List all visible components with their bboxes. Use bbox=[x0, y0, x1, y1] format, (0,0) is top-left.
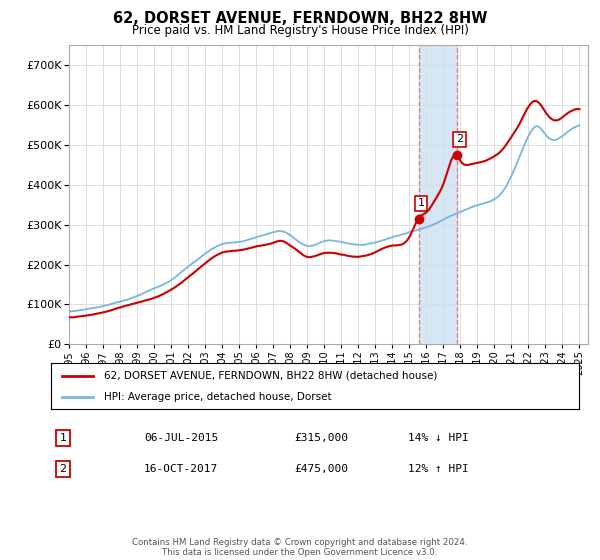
Text: 12% ↑ HPI: 12% ↑ HPI bbox=[408, 464, 469, 474]
Text: Price paid vs. HM Land Registry's House Price Index (HPI): Price paid vs. HM Land Registry's House … bbox=[131, 24, 469, 36]
Text: 1: 1 bbox=[59, 433, 67, 443]
Text: 06-JUL-2015: 06-JUL-2015 bbox=[144, 433, 218, 443]
Text: £475,000: £475,000 bbox=[294, 464, 348, 474]
Text: 16-OCT-2017: 16-OCT-2017 bbox=[144, 464, 218, 474]
Bar bbox=[419, 45, 457, 344]
Text: £315,000: £315,000 bbox=[294, 433, 348, 443]
Text: 62, DORSET AVENUE, FERNDOWN, BH22 8HW (detached house): 62, DORSET AVENUE, FERNDOWN, BH22 8HW (d… bbox=[104, 371, 437, 381]
Text: 14% ↓ HPI: 14% ↓ HPI bbox=[408, 433, 469, 443]
Text: HPI: Average price, detached house, Dorset: HPI: Average price, detached house, Dors… bbox=[104, 393, 331, 402]
Text: 1: 1 bbox=[418, 198, 425, 208]
Text: 62, DORSET AVENUE, FERNDOWN, BH22 8HW: 62, DORSET AVENUE, FERNDOWN, BH22 8HW bbox=[113, 11, 487, 26]
Text: 2: 2 bbox=[456, 134, 463, 144]
Text: Contains HM Land Registry data © Crown copyright and database right 2024.
This d: Contains HM Land Registry data © Crown c… bbox=[132, 538, 468, 557]
Text: 2: 2 bbox=[59, 464, 67, 474]
